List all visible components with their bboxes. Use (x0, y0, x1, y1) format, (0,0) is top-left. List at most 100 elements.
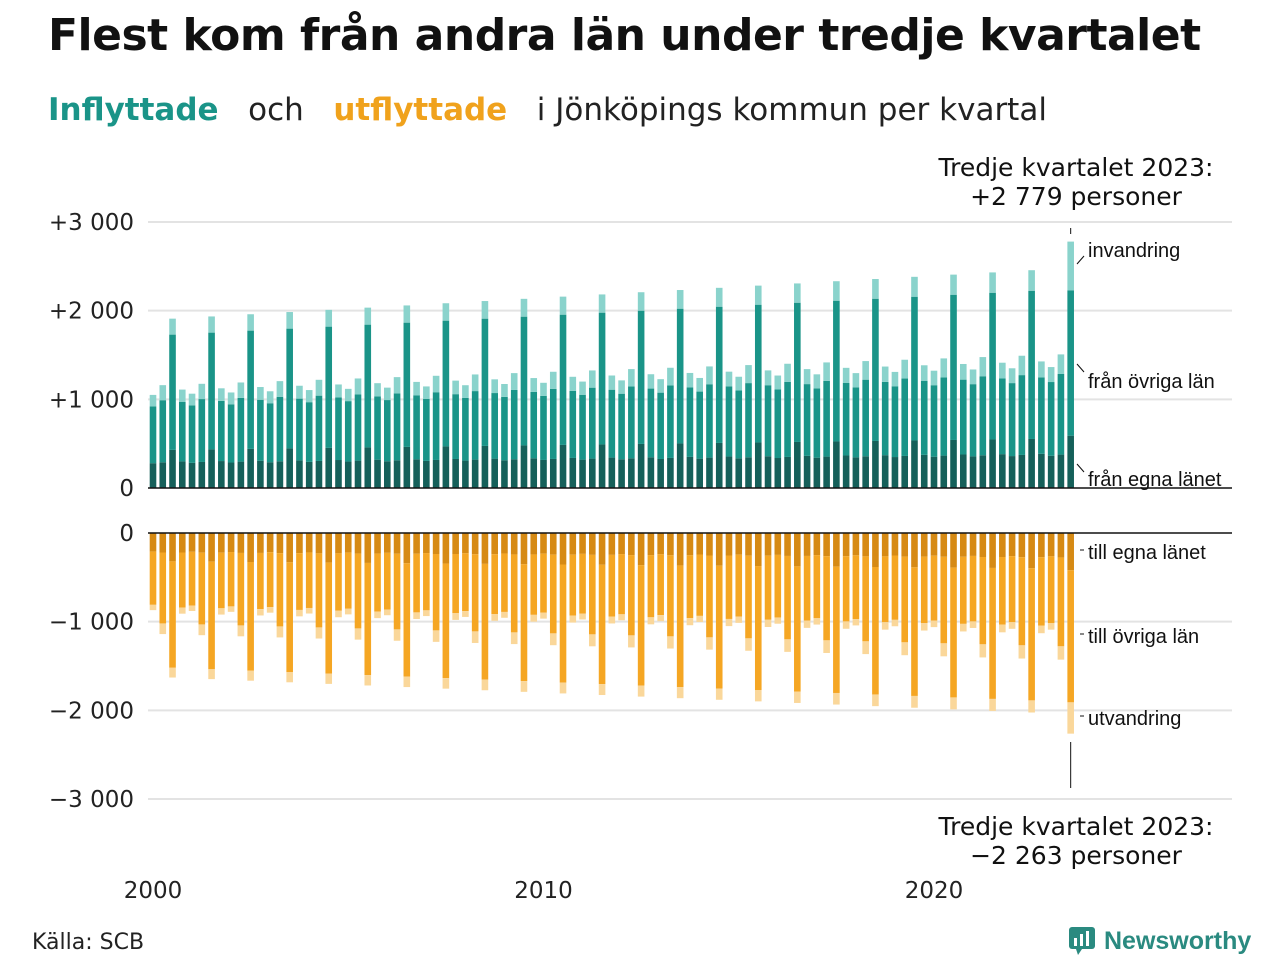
bar-ut-ovriga-lan (374, 553, 381, 612)
bar-in-ovriga-lan (920, 380, 928, 455)
bar-ut-utvandring (686, 618, 694, 626)
bar-in-ovriga-lan (286, 328, 293, 449)
bar-ut-egna-lanet (803, 533, 811, 556)
annotation-top-line1: Tredje kvartalet 2023: (938, 153, 1214, 182)
bar-ut-egna-lanet (911, 533, 918, 568)
bar-ut-ovriga-lan (911, 567, 918, 696)
bar-ut-egna-lanet (384, 533, 391, 553)
bar-ut-egna-lanet (510, 533, 518, 555)
bar-in-invandring (452, 380, 459, 395)
bar-in-egna-lanet (540, 459, 547, 488)
bar-ut-ovriga-lan (852, 555, 860, 620)
bar-in-invandring (462, 385, 469, 398)
bar-in-ovriga-lan (618, 393, 625, 460)
bar-ut-egna-lanet (745, 533, 752, 556)
bar-in-invandring (891, 371, 899, 387)
bar-ut-egna-lanet (432, 533, 440, 555)
bar-ut-egna-lanet (530, 533, 538, 555)
bar-ut-utvandring (920, 623, 928, 631)
bar-ut-utvandring (481, 679, 489, 691)
bar-in-invandring (491, 379, 498, 394)
bar-in-egna-lanet (286, 448, 293, 488)
bar-in-egna-lanet (930, 456, 938, 488)
bar-ut-ovriga-lan (754, 566, 762, 691)
bar-in-egna-lanet (520, 445, 528, 488)
bar-in-egna-lanet (1018, 454, 1026, 488)
bar-in-invandring (384, 387, 391, 401)
bar-ut-utvandring (725, 618, 733, 627)
bar-in-egna-lanet (725, 456, 733, 488)
bar-ut-egna-lanet (1047, 533, 1055, 557)
bar-in-egna-lanet (852, 457, 860, 488)
bar-ut-ovriga-lan (413, 553, 420, 613)
bar-ut-egna-lanet (393, 533, 401, 554)
bar-in-invandring (881, 366, 889, 382)
bar-in-ovriga-lan (862, 379, 869, 457)
bar-ut-ovriga-lan (667, 555, 674, 637)
bar-in-egna-lanet (442, 446, 450, 488)
bar-ut-egna-lanet (930, 533, 938, 556)
bar-ut-utvandring (823, 640, 830, 653)
bar-ut-egna-lanet (247, 533, 254, 562)
series-label-fran-egna-lanet: från egna länet (1088, 469, 1222, 491)
bar-in-ovriga-lan (1018, 375, 1026, 455)
bar-in-invandring (754, 285, 762, 305)
bar-in-invandring (413, 381, 420, 396)
bar-in-invandring (1008, 368, 1016, 384)
bar-in-invandring (257, 387, 264, 400)
bar-in-invandring (706, 366, 713, 385)
series-label-fran-egna-lanet-connector (1076, 463, 1085, 473)
bar-ut-egna-lanet (979, 533, 987, 558)
bar-in-egna-lanet (393, 460, 401, 488)
bar-ut-utvandring (950, 697, 957, 710)
source-note: Källa: SCB (32, 930, 145, 955)
bar-in-egna-lanet (491, 458, 498, 488)
bar-ut-egna-lanet (764, 533, 772, 556)
bar-ut-utvandring (384, 609, 391, 616)
bar-ut-ovriga-lan (647, 555, 655, 618)
bar-ut-egna-lanet (989, 533, 996, 568)
bar-in-ovriga-lan (520, 316, 528, 446)
bar-in-egna-lanet (481, 445, 489, 488)
bar-in-ovriga-lan (1028, 290, 1035, 439)
bar-ut-egna-lanet (374, 533, 381, 554)
bar-ut-ovriga-lan (891, 555, 899, 620)
bar-ut-utvandring (266, 607, 274, 613)
bar-in-egna-lanet (384, 461, 391, 488)
bar-ut-ovriga-lan (628, 555, 635, 636)
bar-in-invandring (549, 371, 557, 389)
bar-ut-ovriga-lan (950, 567, 957, 698)
bar-in-egna-lanet (169, 449, 176, 488)
bar-in-invandring (393, 377, 401, 394)
bar-in-egna-lanet (803, 455, 811, 488)
bar-in-invandring (833, 281, 840, 301)
bar-ut-utvandring (764, 619, 772, 627)
subtitle-rest: i Jönköpings kommun per kvartal (536, 92, 1047, 128)
bar-ut-utvandring (491, 614, 498, 621)
bar-ut-egna-lanet (178, 533, 186, 553)
bar-ut-egna-lanet (520, 533, 528, 565)
bar-in-egna-lanet (891, 457, 899, 488)
bar-in-ovriga-lan (403, 322, 411, 447)
bar-in-invandring (842, 367, 850, 383)
bar-in-invandring (589, 370, 596, 388)
bar-ut-utvandring (247, 670, 254, 681)
bar-in-ovriga-lan (735, 390, 743, 459)
bar-ut-utvandring (940, 643, 948, 657)
annotation-bottom-line2: −2 263 personer (970, 841, 1183, 870)
bar-ut-egna-lanet (794, 533, 801, 567)
bar-ut-utvandring (706, 637, 713, 650)
bar-in-invandring (1038, 361, 1045, 378)
bar-in-egna-lanet (296, 460, 303, 488)
bar-ut-utvandring (188, 605, 196, 611)
bar-ut-ovriga-lan (178, 552, 186, 608)
bar-in-ovriga-lan (315, 395, 323, 461)
bar-in-ovriga-lan (950, 294, 957, 440)
bar-ut-ovriga-lan (1038, 557, 1045, 626)
bar-ut-ovriga-lan (823, 556, 830, 641)
bar-in-invandring (266, 391, 274, 404)
bar-ut-egna-lanet (276, 533, 284, 554)
bar-in-ovriga-lan (715, 306, 723, 443)
bar-ut-ovriga-lan (979, 557, 987, 645)
bar-in-invandring (530, 378, 538, 392)
